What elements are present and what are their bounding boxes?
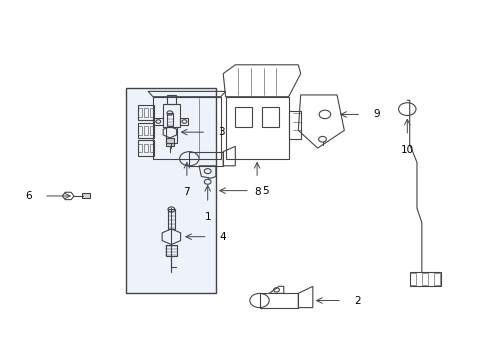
Text: 5: 5 (262, 186, 269, 195)
Bar (138, 144, 142, 152)
Bar (422, 273, 428, 285)
Text: 3: 3 (219, 127, 225, 137)
Text: 1: 1 (204, 212, 211, 222)
Bar (262, 107, 279, 127)
Bar (138, 108, 142, 117)
Bar (144, 126, 148, 135)
Text: 6: 6 (25, 191, 32, 201)
Bar (138, 140, 154, 156)
Bar (166, 127, 177, 143)
Bar (144, 108, 148, 117)
Bar (149, 126, 153, 135)
Bar (138, 126, 142, 135)
Bar (138, 105, 154, 121)
Bar (225, 97, 289, 159)
Bar (163, 104, 180, 127)
Bar (138, 123, 154, 138)
Bar (144, 144, 148, 152)
Text: 2: 2 (354, 296, 361, 306)
Text: 8: 8 (254, 187, 260, 197)
Text: 7: 7 (184, 187, 190, 197)
Text: 4: 4 (220, 232, 226, 242)
Bar (167, 95, 176, 104)
Bar (82, 193, 91, 198)
Bar (410, 272, 441, 286)
Bar (167, 113, 173, 126)
Text: 10: 10 (401, 145, 414, 154)
Bar (166, 138, 174, 146)
Bar (168, 210, 175, 229)
FancyBboxPatch shape (126, 88, 216, 293)
Bar (149, 108, 153, 117)
Text: 9: 9 (373, 109, 380, 120)
Bar (435, 273, 440, 285)
Bar (410, 273, 416, 285)
Bar (153, 97, 221, 159)
Bar (149, 144, 153, 152)
Bar (166, 244, 177, 256)
Bar (235, 107, 252, 127)
